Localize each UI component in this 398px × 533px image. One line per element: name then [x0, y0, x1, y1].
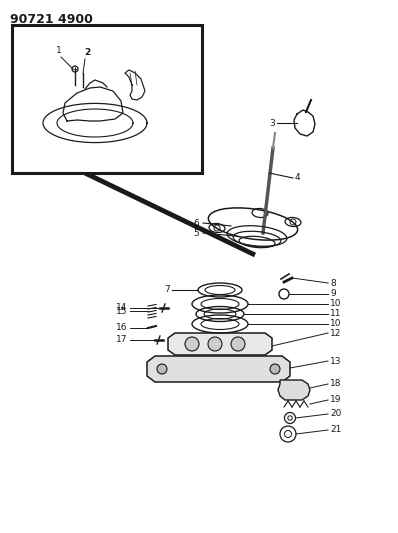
Text: 90721 4900: 90721 4900 [10, 13, 93, 26]
Circle shape [157, 364, 167, 374]
Text: 7: 7 [164, 286, 170, 295]
Circle shape [185, 337, 199, 351]
Text: 2: 2 [84, 48, 90, 57]
Text: 12: 12 [330, 328, 341, 337]
Text: 19: 19 [330, 395, 341, 405]
Circle shape [231, 337, 245, 351]
Text: 15: 15 [116, 306, 128, 316]
Bar [12, 25, 202, 173]
Polygon shape [168, 333, 272, 355]
Text: 6: 6 [193, 219, 199, 228]
Text: 17: 17 [116, 335, 128, 344]
Text: 18: 18 [330, 379, 341, 389]
Text: 9: 9 [330, 289, 336, 298]
Circle shape [270, 364, 280, 374]
Text: 13: 13 [330, 357, 341, 366]
Text: 5: 5 [193, 229, 199, 238]
Text: 8: 8 [330, 279, 336, 287]
Circle shape [208, 337, 222, 351]
Text: 4: 4 [295, 174, 300, 182]
Text: 10: 10 [330, 319, 341, 328]
Polygon shape [278, 380, 310, 400]
Text: 10: 10 [330, 300, 341, 309]
Text: 3: 3 [269, 118, 275, 127]
Text: 16: 16 [116, 324, 128, 333]
Text: 11: 11 [330, 310, 341, 319]
Polygon shape [147, 356, 290, 382]
Text: 21: 21 [330, 425, 341, 434]
Text: 20: 20 [330, 409, 341, 418]
Text: 1: 1 [56, 46, 62, 55]
Text: 14: 14 [116, 303, 128, 312]
